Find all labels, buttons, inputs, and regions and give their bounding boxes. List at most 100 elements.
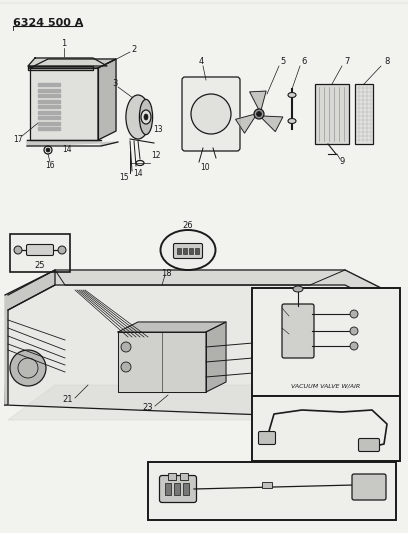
FancyBboxPatch shape — [259, 432, 275, 445]
Text: 20: 20 — [375, 350, 385, 359]
Text: 20: 20 — [375, 316, 385, 325]
Polygon shape — [206, 322, 226, 392]
Bar — [355, 84, 373, 144]
Circle shape — [10, 350, 46, 386]
Polygon shape — [38, 94, 60, 97]
Text: 6: 6 — [302, 58, 307, 67]
Ellipse shape — [293, 286, 303, 292]
Polygon shape — [118, 332, 206, 392]
Bar — [183, 248, 187, 254]
Bar — [252, 396, 400, 461]
Text: 7: 7 — [344, 58, 350, 67]
Text: 15: 15 — [119, 173, 129, 182]
Polygon shape — [38, 105, 60, 108]
FancyBboxPatch shape — [352, 474, 386, 500]
Text: VACUUM VALVE W/AIR: VACUUM VALVE W/AIR — [291, 384, 361, 389]
Circle shape — [121, 362, 131, 372]
Text: 22: 22 — [269, 448, 279, 457]
Bar — [165, 483, 171, 495]
Polygon shape — [38, 100, 60, 102]
Bar — [315, 84, 349, 144]
Polygon shape — [250, 91, 266, 110]
Text: 23: 23 — [143, 403, 153, 413]
Circle shape — [350, 327, 358, 335]
Text: 3: 3 — [112, 79, 118, 88]
Polygon shape — [118, 322, 226, 332]
Text: 24: 24 — [361, 507, 371, 516]
FancyBboxPatch shape — [359, 439, 379, 451]
Polygon shape — [261, 116, 283, 132]
Circle shape — [46, 148, 50, 152]
Text: 25: 25 — [35, 261, 45, 270]
Ellipse shape — [126, 95, 150, 139]
Text: 2: 2 — [131, 45, 137, 54]
FancyBboxPatch shape — [282, 304, 314, 358]
Bar — [174, 483, 180, 495]
Text: 1: 1 — [61, 39, 67, 49]
FancyBboxPatch shape — [27, 245, 53, 255]
Text: 15: 15 — [247, 507, 257, 516]
Circle shape — [257, 111, 262, 117]
Text: 11: 11 — [267, 305, 277, 314]
FancyBboxPatch shape — [160, 475, 197, 503]
Polygon shape — [38, 127, 60, 130]
Bar — [189, 248, 193, 254]
Text: 19: 19 — [267, 326, 277, 335]
Text: 18: 18 — [375, 300, 385, 309]
Text: 14: 14 — [133, 168, 143, 177]
Text: 18: 18 — [161, 269, 171, 278]
Text: 14: 14 — [62, 146, 72, 155]
Text: 6324 500 A: 6324 500 A — [13, 18, 83, 28]
Polygon shape — [5, 270, 395, 420]
Polygon shape — [5, 270, 55, 405]
Polygon shape — [30, 59, 116, 68]
Bar — [262, 482, 272, 488]
Circle shape — [58, 246, 66, 254]
Ellipse shape — [160, 230, 215, 270]
Polygon shape — [30, 68, 98, 140]
Text: 8: 8 — [384, 58, 390, 67]
Ellipse shape — [288, 93, 296, 98]
Bar — [195, 248, 199, 254]
Ellipse shape — [288, 118, 296, 124]
Circle shape — [254, 109, 264, 119]
Bar — [177, 248, 181, 254]
Polygon shape — [98, 59, 116, 140]
Text: 13: 13 — [153, 125, 163, 133]
Bar — [183, 483, 189, 495]
Text: 10: 10 — [200, 164, 210, 173]
Polygon shape — [8, 385, 395, 420]
Polygon shape — [38, 83, 60, 86]
Bar — [168, 473, 176, 480]
Bar — [252, 288, 400, 396]
Text: 21: 21 — [63, 395, 73, 405]
Ellipse shape — [141, 110, 151, 124]
Polygon shape — [38, 122, 60, 125]
Text: 16: 16 — [45, 161, 55, 171]
Polygon shape — [38, 88, 60, 92]
Text: 17: 17 — [13, 135, 23, 144]
Text: 12: 12 — [151, 150, 161, 159]
Polygon shape — [28, 66, 93, 70]
Circle shape — [350, 342, 358, 350]
Circle shape — [191, 94, 231, 134]
Ellipse shape — [144, 114, 148, 120]
Polygon shape — [38, 110, 60, 114]
Text: 9: 9 — [339, 157, 345, 166]
Circle shape — [350, 310, 358, 318]
Bar — [180, 473, 188, 480]
FancyBboxPatch shape — [173, 244, 202, 259]
Polygon shape — [8, 270, 395, 310]
Ellipse shape — [140, 99, 153, 135]
Polygon shape — [235, 114, 255, 133]
Circle shape — [121, 342, 131, 352]
Text: 4: 4 — [198, 58, 204, 67]
Text: 21: 21 — [375, 334, 385, 343]
Text: 5: 5 — [280, 58, 286, 67]
FancyBboxPatch shape — [182, 77, 240, 151]
Bar — [148, 462, 396, 520]
Polygon shape — [27, 140, 118, 146]
Polygon shape — [38, 116, 60, 119]
Text: 26: 26 — [183, 222, 193, 230]
Bar — [10, 234, 70, 272]
